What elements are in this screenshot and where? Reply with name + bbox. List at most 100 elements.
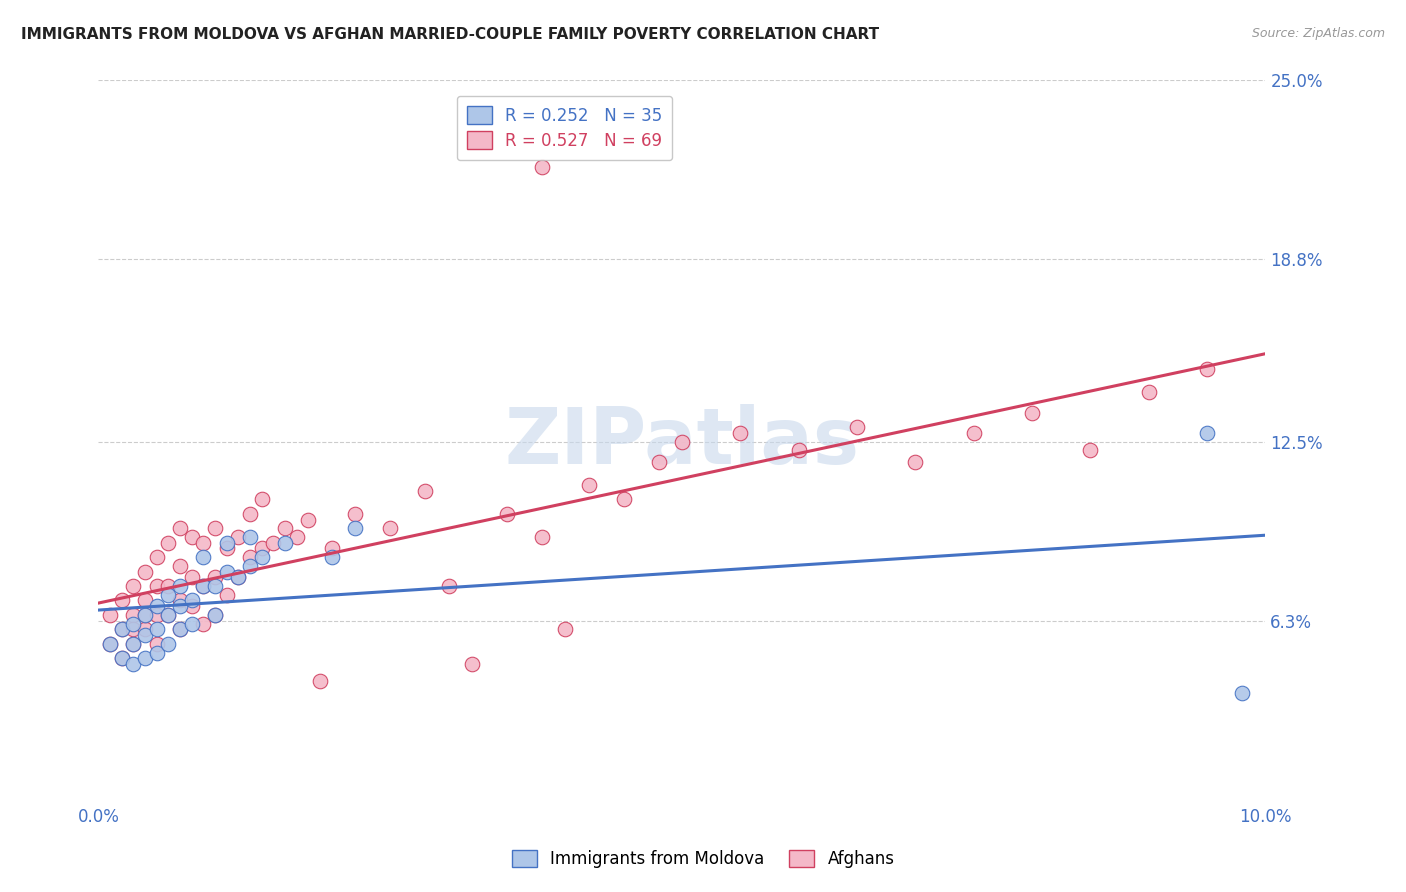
- Text: IMMIGRANTS FROM MOLDOVA VS AFGHAN MARRIED-COUPLE FAMILY POVERTY CORRELATION CHAR: IMMIGRANTS FROM MOLDOVA VS AFGHAN MARRIE…: [21, 27, 879, 42]
- Point: [180, 593, 202, 607]
- Point: [111, 593, 134, 607]
- Point: [730, 425, 752, 440]
- Point: [1137, 385, 1160, 400]
- Point: [98, 607, 121, 622]
- Point: [461, 657, 484, 671]
- Point: [578, 478, 600, 492]
- Point: [250, 541, 273, 556]
- Point: [297, 512, 319, 526]
- Point: [193, 579, 215, 593]
- Point: [285, 530, 308, 544]
- Point: [530, 160, 553, 174]
- Point: [134, 628, 156, 642]
- Point: [169, 579, 191, 593]
- Point: [962, 425, 984, 440]
- Point: [1195, 362, 1218, 376]
- Point: [111, 623, 134, 637]
- Point: [228, 570, 250, 584]
- Point: [413, 483, 436, 498]
- Point: [239, 507, 262, 521]
- Point: [122, 637, 145, 651]
- Point: [204, 521, 226, 535]
- Point: [169, 599, 191, 614]
- Point: [239, 558, 262, 573]
- Legend: R = 0.252   N = 35, R = 0.527   N = 69: R = 0.252 N = 35, R = 0.527 N = 69: [457, 95, 672, 160]
- Point: [134, 607, 156, 622]
- Point: [180, 616, 202, 631]
- Point: [344, 521, 367, 535]
- Point: [250, 492, 273, 507]
- Point: [146, 637, 169, 651]
- Point: [157, 607, 180, 622]
- Point: [530, 530, 553, 544]
- Point: [344, 507, 367, 521]
- Point: [309, 674, 332, 689]
- Point: [157, 637, 180, 651]
- Point: [204, 570, 226, 584]
- Point: [122, 623, 145, 637]
- Point: [554, 623, 576, 637]
- Point: [98, 637, 121, 651]
- Point: [274, 521, 297, 535]
- Point: [180, 599, 202, 614]
- Point: [193, 616, 215, 631]
- Point: [169, 593, 191, 607]
- Point: [496, 507, 519, 521]
- Point: [215, 565, 238, 579]
- Point: [122, 616, 145, 631]
- Point: [169, 623, 191, 637]
- Point: [146, 579, 169, 593]
- Point: [1021, 406, 1043, 420]
- Point: [193, 535, 215, 549]
- Point: [215, 541, 238, 556]
- Point: [157, 588, 180, 602]
- Legend: Immigrants from Moldova, Afghans: Immigrants from Moldova, Afghans: [505, 843, 901, 875]
- Point: [134, 607, 156, 622]
- Point: [98, 637, 121, 651]
- Point: [250, 550, 273, 565]
- Point: [180, 570, 202, 584]
- Point: [146, 550, 169, 565]
- Point: [228, 530, 250, 544]
- Point: [111, 623, 134, 637]
- Point: [274, 535, 297, 549]
- Point: [787, 443, 810, 458]
- Point: [169, 558, 191, 573]
- Point: [204, 579, 226, 593]
- Point: [169, 521, 191, 535]
- Point: [904, 455, 927, 469]
- Point: [215, 588, 238, 602]
- Point: [122, 637, 145, 651]
- Point: [157, 579, 180, 593]
- Point: [134, 565, 156, 579]
- Point: [228, 570, 250, 584]
- Point: [122, 657, 145, 671]
- Point: [671, 434, 693, 449]
- Point: [134, 651, 156, 665]
- Point: [180, 530, 202, 544]
- Point: [612, 492, 634, 507]
- Point: [321, 550, 343, 565]
- Point: [647, 455, 669, 469]
- Point: [146, 646, 169, 660]
- Point: [134, 623, 156, 637]
- Point: [1195, 425, 1218, 440]
- Point: [437, 579, 460, 593]
- Point: [193, 579, 215, 593]
- Point: [262, 535, 284, 549]
- Point: [157, 535, 180, 549]
- Point: [1230, 686, 1253, 700]
- Text: ZIPatlas: ZIPatlas: [505, 403, 859, 480]
- Point: [146, 599, 169, 614]
- Point: [846, 420, 869, 434]
- Point: [157, 607, 180, 622]
- Point: [146, 607, 169, 622]
- Point: [134, 593, 156, 607]
- Point: [321, 541, 343, 556]
- Point: [204, 607, 226, 622]
- Point: [1080, 443, 1102, 458]
- Point: [193, 550, 215, 565]
- Point: [380, 521, 402, 535]
- Point: [122, 607, 145, 622]
- Point: [204, 607, 226, 622]
